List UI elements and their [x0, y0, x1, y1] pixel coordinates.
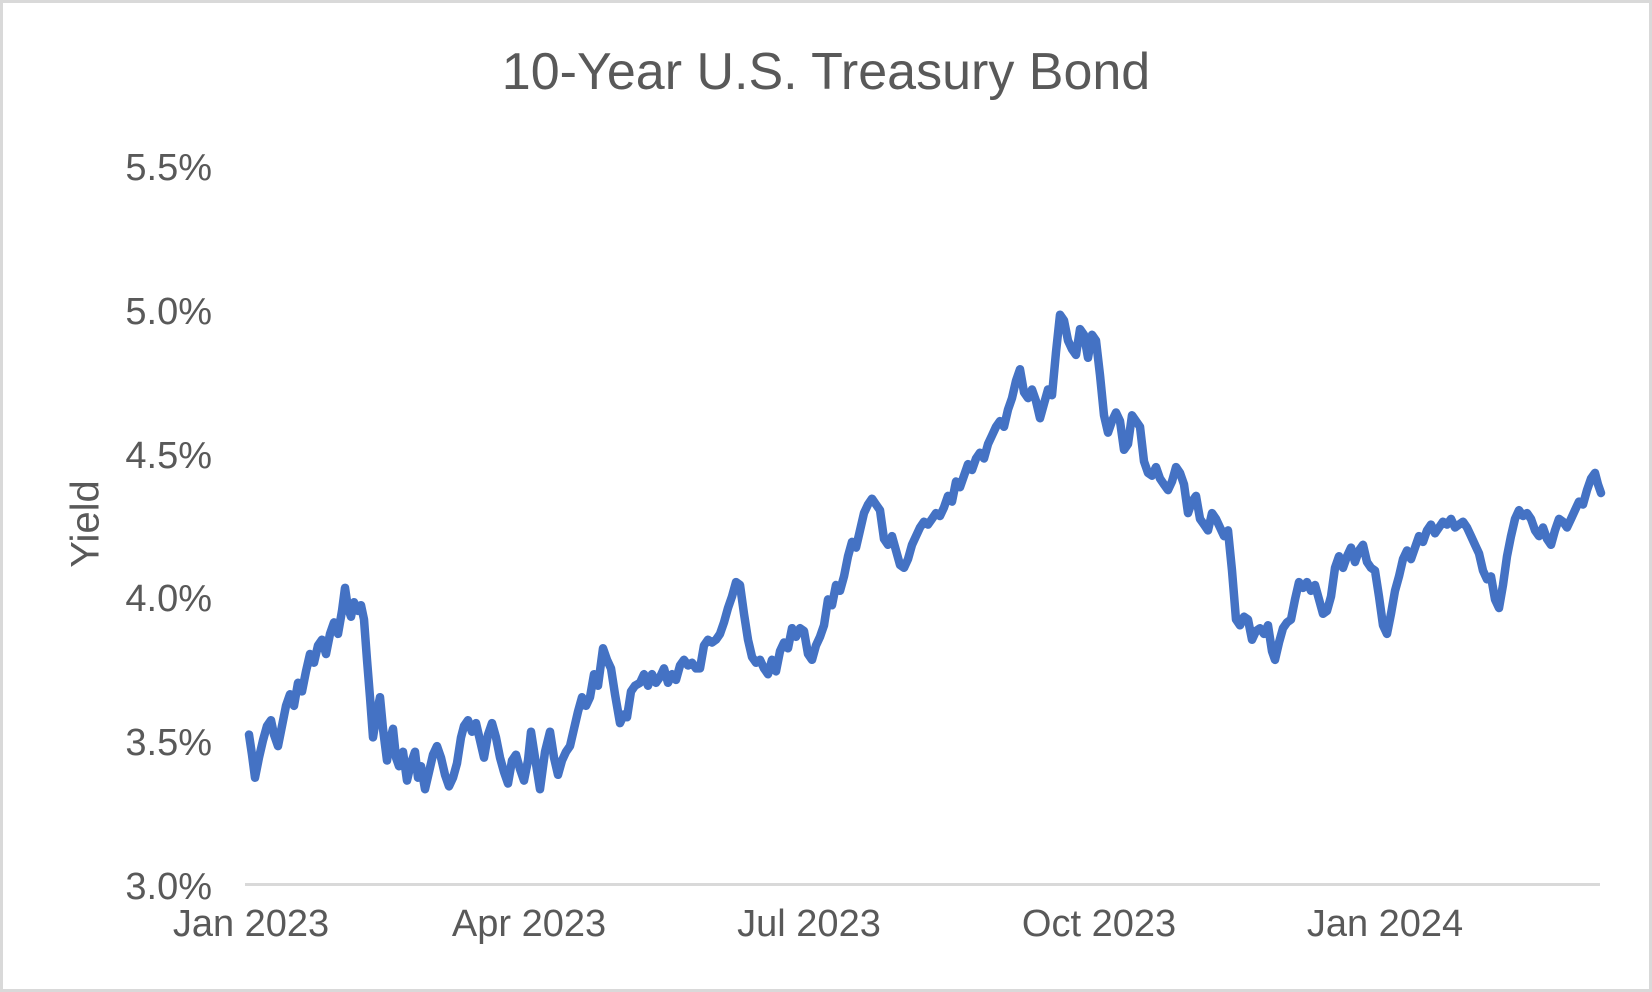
x-tick-label: Oct 2023: [1021, 903, 1177, 945]
x-tick-label: Jan 2023: [172, 903, 330, 945]
y-tick-label: 5.0%: [125, 290, 212, 333]
y-tick-label: 4.0%: [125, 578, 212, 621]
x-tick-label: Jan 2024: [1306, 903, 1464, 945]
chart-title: 10-Year U.S. Treasury Bond: [501, 43, 1151, 101]
y-tick-label: 3.5%: [125, 722, 212, 765]
y-tick-label: 5.5%: [125, 147, 212, 189]
x-tick-label: Jul 2023: [737, 903, 881, 945]
yield-series-line: [244, 310, 1606, 794]
x-tick-label: Apr 2023: [451, 903, 607, 945]
y-tick-label: 3.0%: [125, 866, 212, 908]
y-tick-label: 4.5%: [125, 434, 212, 477]
